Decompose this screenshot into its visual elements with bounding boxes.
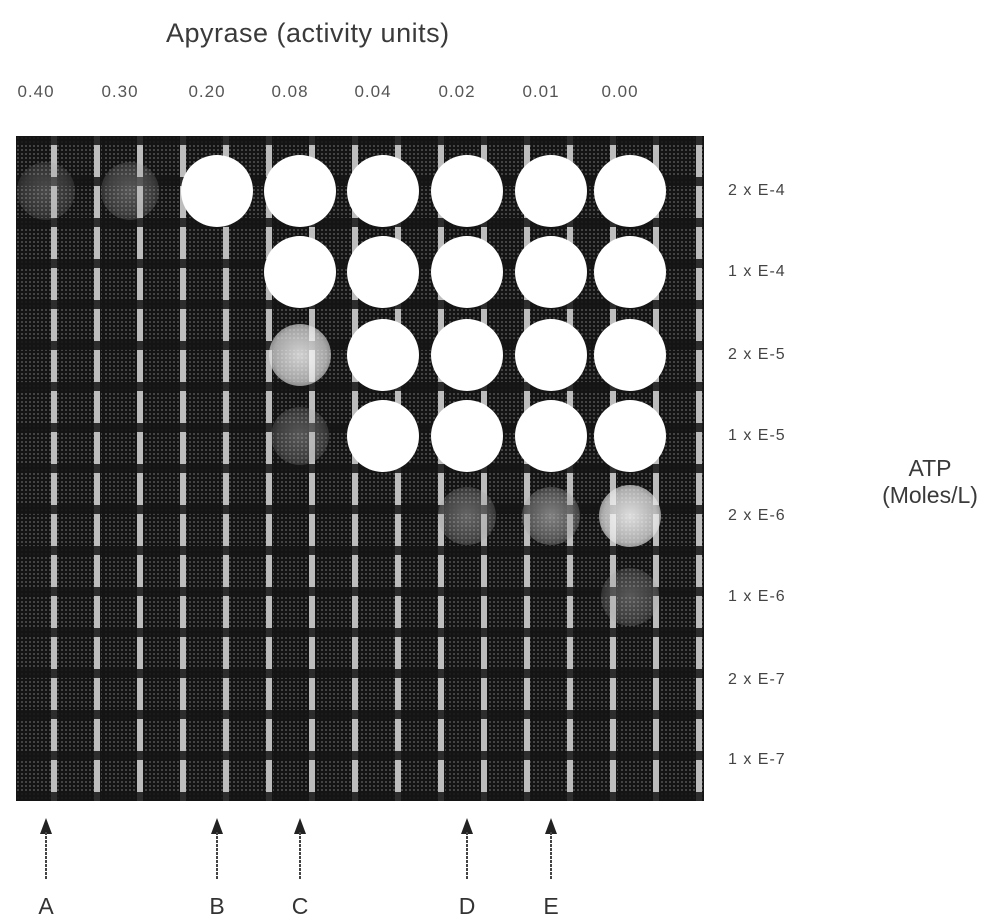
well-spot bbox=[347, 319, 419, 391]
up-arrow-icon bbox=[459, 818, 475, 880]
well-spot bbox=[438, 487, 496, 545]
row-label: 2 x E-7 bbox=[728, 671, 786, 689]
well-spot bbox=[594, 319, 666, 391]
column-label: 0.04 bbox=[341, 82, 405, 102]
arrow-letter: A bbox=[31, 893, 61, 920]
row-label: 1 x E-6 bbox=[728, 588, 786, 606]
well-spot bbox=[347, 155, 419, 227]
well-spot bbox=[101, 162, 159, 220]
column-label: 0.00 bbox=[588, 82, 652, 102]
well-spot bbox=[269, 324, 331, 386]
well-spot bbox=[181, 155, 253, 227]
well-spot bbox=[515, 155, 587, 227]
well-spot bbox=[515, 400, 587, 472]
well-spot bbox=[594, 400, 666, 472]
arrow-letter: D bbox=[452, 893, 482, 920]
well-spot bbox=[515, 319, 587, 391]
well-spot bbox=[431, 155, 503, 227]
well-spot bbox=[594, 236, 666, 308]
well-spot bbox=[431, 400, 503, 472]
arrow-letter: E bbox=[536, 893, 566, 920]
well-spot bbox=[522, 487, 580, 545]
up-arrow-icon bbox=[292, 818, 308, 880]
column-label: 0.40 bbox=[4, 82, 68, 102]
atp-axis-label: ATP (Moles/L) bbox=[860, 455, 1000, 509]
arrow-letter: C bbox=[285, 893, 315, 920]
microplate bbox=[16, 136, 704, 801]
well-spot bbox=[431, 319, 503, 391]
up-arrow-icon bbox=[209, 818, 225, 880]
row-label: 1 x E-4 bbox=[728, 263, 786, 281]
atp-axis-label-line-2: (Moles/L) bbox=[860, 482, 1000, 509]
column-label: 0.08 bbox=[258, 82, 322, 102]
atp-axis-label-line-1: ATP bbox=[860, 455, 1000, 482]
figure-title: Apyrase (activity units) bbox=[166, 18, 546, 49]
column-label: 0.02 bbox=[425, 82, 489, 102]
well-spot bbox=[515, 236, 587, 308]
up-arrow-icon bbox=[38, 818, 54, 880]
well-spot bbox=[17, 162, 75, 220]
column-label: 0.01 bbox=[509, 82, 573, 102]
row-label: 1 x E-7 bbox=[728, 751, 786, 769]
row-label: 1 x E-5 bbox=[728, 427, 786, 445]
row-label: 2 x E-4 bbox=[728, 182, 786, 200]
well-spot bbox=[601, 568, 659, 626]
row-label: 2 x E-6 bbox=[728, 507, 786, 525]
well-spot bbox=[599, 485, 661, 547]
well-spot bbox=[347, 400, 419, 472]
column-label: 0.30 bbox=[88, 82, 152, 102]
well-spot bbox=[431, 236, 503, 308]
row-label: 2 x E-5 bbox=[728, 346, 786, 364]
well-spot bbox=[347, 236, 419, 308]
column-label: 0.20 bbox=[175, 82, 239, 102]
arrow-letter: B bbox=[202, 893, 232, 920]
up-arrow-icon bbox=[543, 818, 559, 880]
well-spot bbox=[271, 407, 329, 465]
well-spot bbox=[594, 155, 666, 227]
well-spot bbox=[264, 155, 336, 227]
well-spot bbox=[264, 236, 336, 308]
